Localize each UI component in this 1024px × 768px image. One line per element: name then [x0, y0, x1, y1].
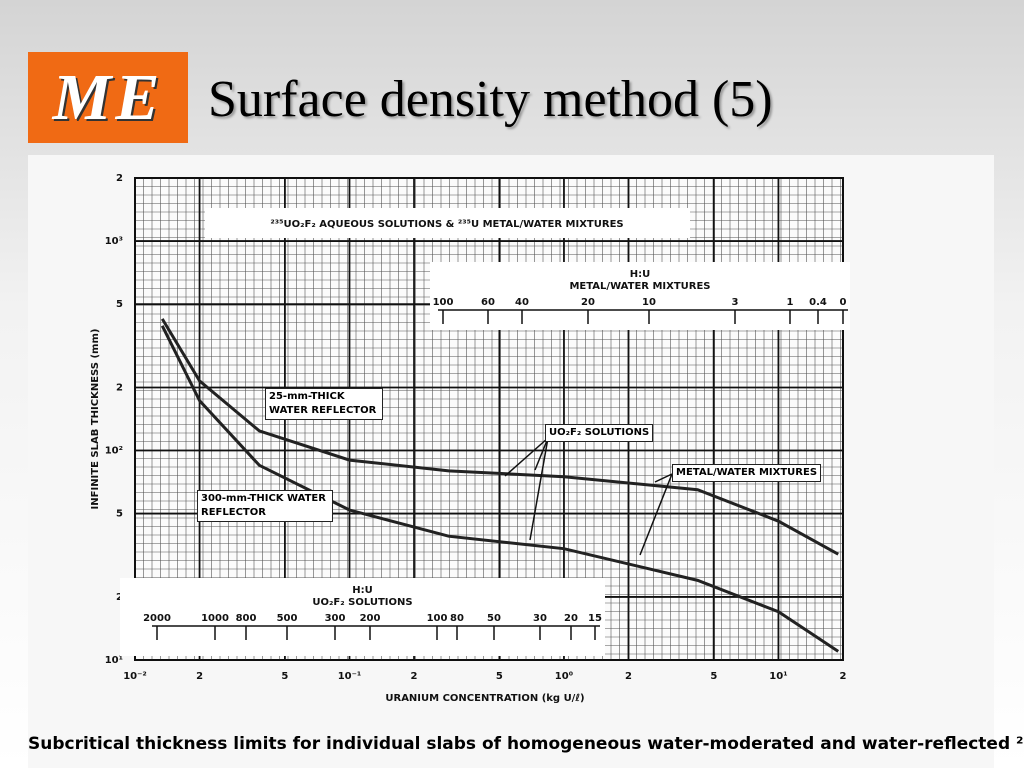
curve: [160, 318, 839, 556]
y-tick-label: 5: [116, 299, 123, 310]
scale-label: 300: [325, 613, 346, 624]
scale-label: 100: [427, 613, 448, 624]
scale-box: [120, 578, 605, 656]
x-tick-label: 5: [710, 671, 717, 682]
scale-label: 60: [481, 297, 495, 308]
x-tick-label: 10⁻¹: [338, 671, 362, 682]
x-tick-label: 10⁰: [555, 671, 573, 682]
scale-label: 30: [533, 613, 547, 624]
scale-label: 0.4: [809, 297, 827, 308]
scale-label: 80: [450, 613, 464, 624]
x-tick-label: 10⁻²: [123, 671, 147, 682]
x-tick-label: 2: [625, 671, 632, 682]
y-tick-label: 10¹: [105, 655, 123, 666]
scale-label: 1: [787, 297, 794, 308]
series-label: 300-mm-THICK WATER REFLECTOR: [197, 490, 333, 522]
annotation: UO₂F₂ SOLUTIONS: [545, 424, 654, 442]
y-axis-label: INFINITE SLAB THICKNESS (mm): [90, 329, 101, 510]
chart-title: ²³⁵UO₂F₂ AQUEOUS SOLUTIONS & ²³⁵U METAL/…: [270, 219, 623, 230]
scale-label: 100: [433, 297, 454, 308]
scale-label: 20: [564, 613, 578, 624]
scale-label: 50: [487, 613, 501, 624]
x-tick-label: 2: [411, 671, 418, 682]
annotation: METAL/WATER MIXTURES: [672, 464, 822, 482]
scale-label: 40: [515, 297, 529, 308]
y-tick-label: 10²: [105, 446, 123, 457]
slide-title: Surface density method (5): [208, 71, 773, 128]
scale-title: H:U: [352, 585, 373, 596]
pointer: [534, 437, 549, 471]
series-label: 25-mm-THICK WATER REFLECTOR: [265, 388, 383, 420]
scale-label: 3: [732, 297, 739, 308]
title-box: [205, 208, 690, 238]
scale-label: 20: [581, 297, 595, 308]
y-tick-label: 2: [116, 382, 123, 393]
pointer: [639, 473, 673, 556]
x-tick-label: 5: [281, 671, 288, 682]
y-tick-label: 2: [116, 592, 123, 603]
caption: Subcritical thickness limits for individ…: [28, 734, 1024, 754]
pointer: [504, 437, 549, 477]
x-tick-label: 5: [496, 671, 503, 682]
scale-label: 2000: [143, 613, 171, 624]
y-tick-label: 2: [116, 173, 123, 184]
scale-title: H:U: [630, 269, 651, 280]
curve: [160, 325, 840, 653]
pointer: [654, 473, 673, 483]
scale-label: 10: [642, 297, 656, 308]
x-tick-label: 2: [840, 671, 847, 682]
x-axis-label: URANIUM CONCENTRATION (kg U/ℓ): [385, 693, 584, 704]
scale-subtitle: METAL/WATER MIXTURES: [569, 281, 710, 292]
x-tick-label: 2: [196, 671, 203, 682]
y-tick-label: 10³: [105, 236, 123, 247]
scale-subtitle: UO₂F₂ SOLUTIONS: [312, 597, 412, 608]
x-tick-label: 10¹: [769, 671, 787, 682]
scale-label: 1000: [201, 613, 229, 624]
y-tick-label: 5: [116, 509, 123, 520]
scale-box: [430, 262, 850, 330]
scale-label: 500: [277, 613, 298, 624]
scale-label: 15: [588, 613, 602, 624]
scale-label: 800: [236, 613, 257, 624]
scale-label: 0: [840, 297, 847, 308]
pointer: [529, 437, 549, 541]
logo: ME: [28, 52, 188, 143]
scale-label: 200: [360, 613, 381, 624]
